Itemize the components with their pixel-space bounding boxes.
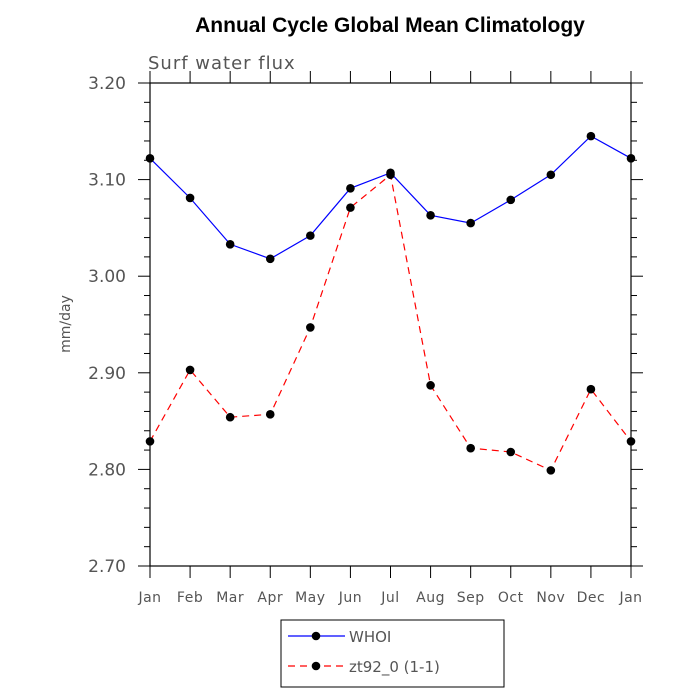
legend-box: [280, 619, 505, 688]
x-tick-label: Apr: [257, 590, 283, 606]
x-tick-label: Jan: [137, 590, 161, 606]
data-point: [626, 154, 636, 163]
x-tick-label: Jul: [380, 590, 399, 606]
x-tick-label: Sep: [457, 590, 485, 606]
legend-label-1: zt92_0 (1-1): [349, 658, 440, 677]
series-layer: [145, 131, 636, 475]
data-point: [586, 131, 596, 141]
legend-label-0: WHOI: [349, 628, 391, 646]
x-tick-label: Dec: [577, 590, 606, 606]
y-tick-label: 2.70: [88, 557, 126, 577]
y-tick-label: 2.90: [88, 364, 126, 384]
data-point: [586, 384, 596, 394]
x-tick-label: Oct: [498, 590, 524, 606]
series-line-0: [149, 135, 632, 260]
chart-title: Annual Cycle Global Mean Climatology: [195, 14, 585, 37]
data-point: [426, 211, 435, 220]
data-point: [265, 254, 275, 264]
data-point: [506, 195, 516, 205]
axis-ticks: [138, 71, 643, 578]
y-tick-labels: 2.70 2.80 2.90 3.00 3.10 3.20: [88, 74, 126, 577]
data-point: [466, 218, 475, 228]
legend: WHOI zt92_0 (1-1): [280, 619, 505, 688]
y-tick-label: 3.20: [88, 74, 126, 94]
y-tick-label: 3.00: [88, 267, 126, 287]
data-point: [546, 466, 556, 475]
data-point: [225, 240, 235, 249]
x-tick-label: Aug: [416, 590, 445, 606]
legend-marker: [311, 661, 321, 671]
data-point: [546, 170, 556, 180]
data-point: [225, 412, 235, 422]
data-point: [306, 323, 315, 332]
data-point: [466, 443, 475, 453]
y-tick-label: 2.80: [88, 460, 126, 480]
plot-frame: [149, 82, 632, 567]
x-tick-label: Jan: [618, 590, 642, 606]
x-tick-label: Nov: [536, 590, 565, 606]
data-point: [265, 410, 275, 419]
data-point: [145, 154, 155, 163]
y-axis-label: mm/day: [58, 295, 74, 353]
data-point: [426, 381, 435, 390]
data-point: [346, 203, 355, 212]
chart-subtitle: Surf water flux: [148, 53, 296, 74]
series-line-1: [149, 173, 632, 472]
data-point: [346, 183, 355, 193]
x-tick-label: Feb: [177, 590, 203, 606]
data-point: [185, 365, 195, 375]
x-tick-label: Jun: [338, 590, 362, 606]
data-point: [185, 193, 195, 203]
x-tick-labels: Jan Feb Mar Apr May Jun Jul Aug Sep Oct Nov Dec Jan: [137, 590, 642, 606]
data-point: [626, 437, 636, 446]
x-tick-label: Mar: [216, 590, 244, 606]
legend-marker: [311, 631, 321, 641]
y-tick-label: 3.10: [88, 171, 126, 191]
data-point: [306, 231, 315, 240]
x-tick-label: May: [295, 590, 325, 606]
data-point: [506, 447, 516, 457]
data-point: [145, 437, 155, 446]
data-point: [386, 170, 395, 180]
